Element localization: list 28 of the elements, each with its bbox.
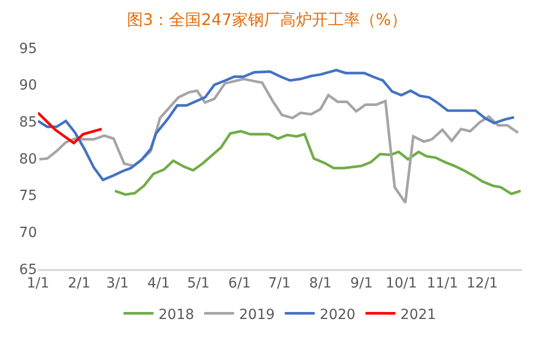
x-tick-label: 12/1 <box>466 276 498 292</box>
legend-label: 2018 <box>158 306 194 323</box>
legend-label: 2020 <box>320 306 356 323</box>
y-tick-label: 95 <box>19 40 37 57</box>
line-series <box>114 130 522 196</box>
chart-title: 图3：全国247家钢厂高炉开工率（%） <box>127 10 407 29</box>
x-tick-label: 3/1 <box>106 276 129 292</box>
x-tick-label: 2/1 <box>68 276 90 292</box>
x-tick-label: 6/1 <box>228 276 251 292</box>
y-tick-label: 65 <box>19 262 37 278</box>
x-tick-label: 4/1 <box>147 276 170 292</box>
line-series <box>38 112 103 144</box>
line-series <box>38 68 516 182</box>
y-tick-label: 75 <box>19 188 37 204</box>
y-tick-label: 80 <box>19 151 37 168</box>
y-tick-label: 85 <box>19 114 37 131</box>
x-tick-label: 1/1 <box>26 276 50 292</box>
y-tick-label: 70 <box>19 225 37 242</box>
x-tick-label: 5/1 <box>187 276 210 292</box>
x-tick-label: 11/1 <box>426 276 458 292</box>
x-tick-label: 10/1 <box>386 276 418 292</box>
legend-label: 2019 <box>239 306 275 323</box>
line-series <box>38 78 520 204</box>
legend-label: 2021 <box>400 306 436 323</box>
x-tick-label: 8/1 <box>309 276 332 292</box>
x-tick-label: 7/1 <box>268 276 291 292</box>
y-tick-label: 90 <box>19 78 37 94</box>
x-tick-label: 9/1 <box>350 276 373 292</box>
